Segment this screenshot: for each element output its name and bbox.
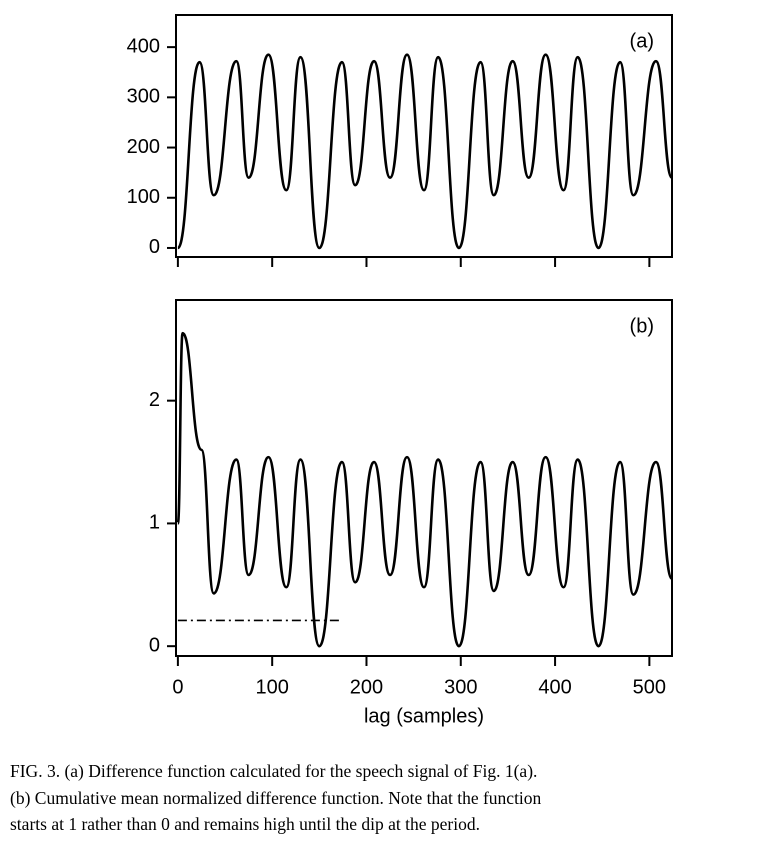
x-tick-label: 500	[633, 676, 666, 698]
x-tick-label: 0	[172, 676, 183, 698]
panel-label: (b)	[630, 315, 654, 337]
y-tick-label: 0	[149, 236, 160, 258]
caption-line: starts at 1 rather than 0 and remains hi…	[10, 814, 480, 834]
x-tick-label: 100	[255, 676, 288, 698]
y-tick-label: 200	[127, 136, 160, 158]
x-tick-label: 400	[538, 676, 571, 698]
caption-line: FIG. 3. (a) Difference function calculat…	[10, 761, 537, 781]
panel-label: (a)	[630, 30, 654, 52]
x-axis-label: lag (samples)	[364, 705, 484, 727]
y-tick-label: 0	[149, 634, 160, 656]
y-tick-label: 2	[149, 389, 160, 411]
y-tick-label: 1	[149, 512, 160, 534]
x-tick-label: 300	[444, 676, 477, 698]
y-tick-label: 100	[127, 186, 160, 208]
data-line	[176, 331, 674, 648]
x-tick-label: 200	[350, 676, 383, 698]
y-tick-label: 300	[127, 86, 160, 108]
data-line	[176, 53, 674, 250]
plot-frame	[175, 14, 673, 258]
plot-frame	[175, 299, 673, 657]
caption-line: (b) Cumulative mean normalized differenc…	[10, 788, 542, 808]
y-tick-label: 400	[127, 35, 160, 57]
